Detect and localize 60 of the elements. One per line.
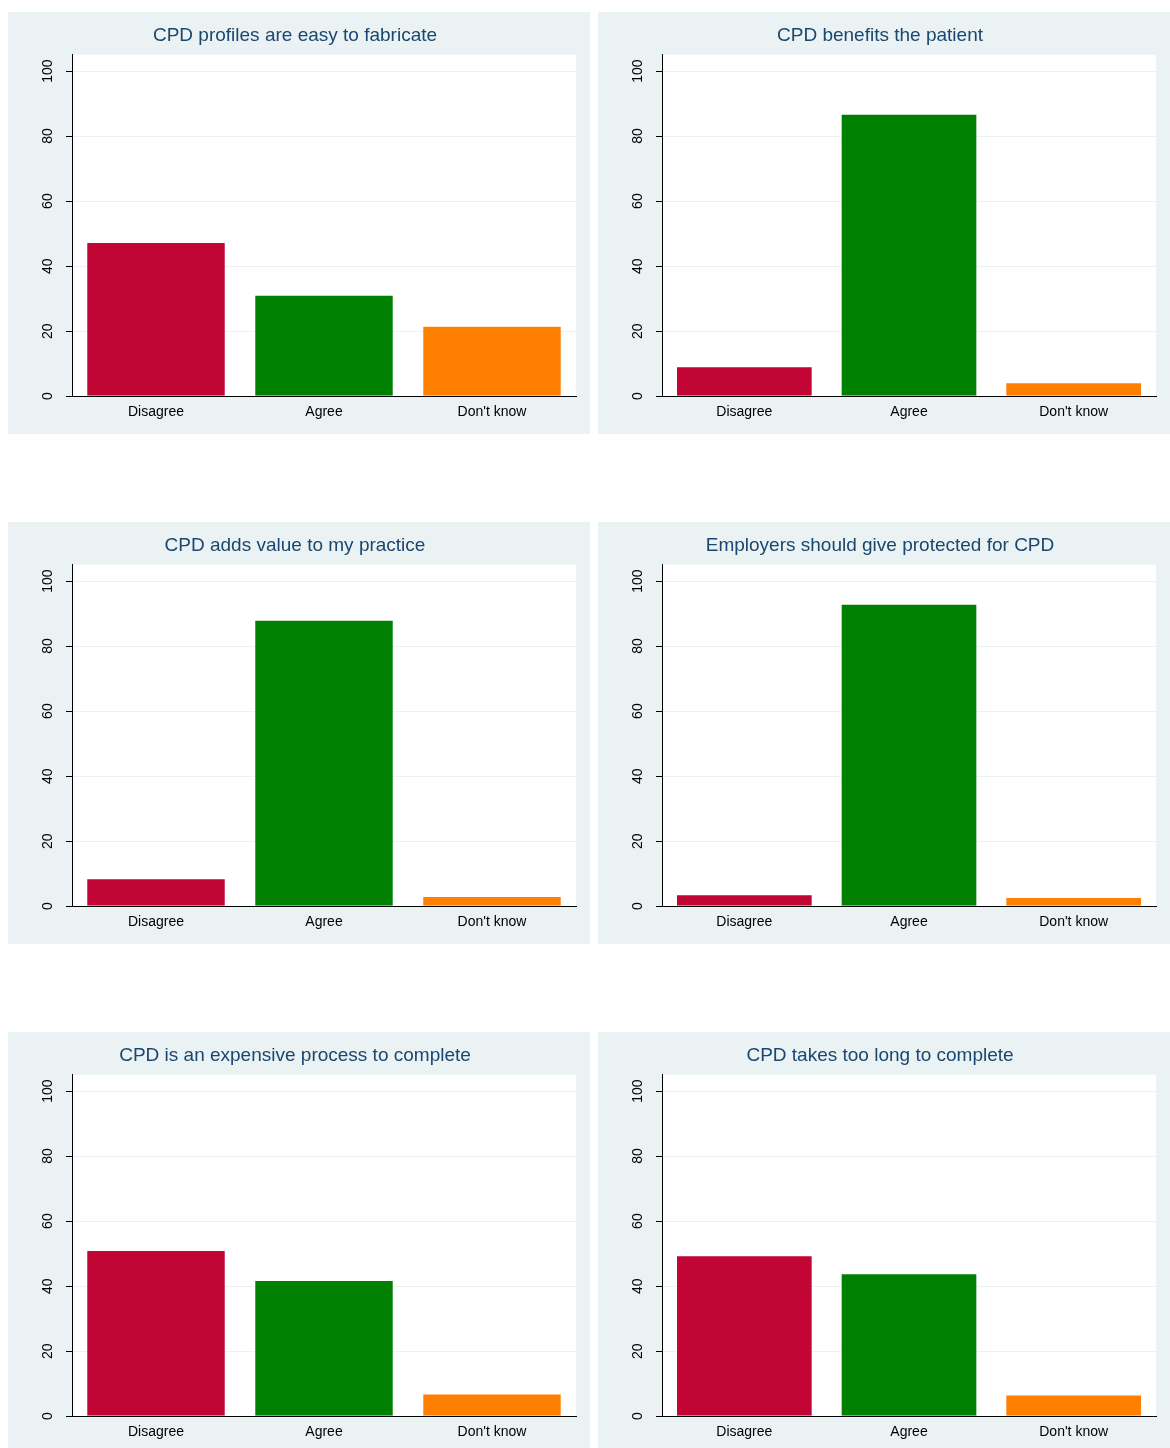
y-tick-label: 0: [628, 392, 645, 401]
x-tick-label: Agree: [890, 1423, 928, 1440]
y-tick-label: 100: [628, 59, 645, 83]
y-tick-label: 0: [38, 902, 55, 911]
y-tick-label: 60: [38, 703, 55, 719]
y-tick-label: 0: [38, 392, 55, 401]
y-tick-label: 80: [38, 1148, 55, 1164]
y-tick-label: 0: [628, 1412, 645, 1421]
x-tick-label: Don't know: [457, 913, 528, 930]
y-tick-label: 60: [38, 193, 55, 209]
x-tick-label: Don't know: [1039, 913, 1109, 930]
x-tick-label: Agree: [305, 913, 343, 930]
chart-title: CPD benefits the patient: [777, 23, 984, 45]
x-tick-label: Disagree: [127, 1423, 185, 1440]
y-tick-label: 20: [628, 323, 645, 339]
y-tick-label: 100: [38, 1079, 55, 1103]
chart-title: CPD takes too long to complete: [746, 1043, 1014, 1065]
x-tick-label: Agree: [890, 403, 928, 420]
y-tick-label: 100: [38, 59, 55, 83]
y-tick-label: 40: [38, 768, 55, 784]
y-tick-label: 40: [38, 258, 55, 274]
y-tick-label: 20: [38, 1343, 55, 1359]
x-tick-label: Disagree: [716, 1423, 773, 1440]
y-tick-label: 20: [38, 323, 55, 339]
y-tick-label: 20: [38, 833, 55, 849]
y-tick-label: 80: [628, 128, 645, 144]
y-tick-label: 80: [628, 1148, 645, 1164]
y-tick-label: 60: [38, 1213, 55, 1229]
y-tick-label: 20: [628, 833, 645, 849]
y-tick-label: 0: [628, 902, 645, 911]
y-tick-label: 40: [628, 258, 645, 274]
x-tick-label: Don't know: [457, 403, 528, 420]
y-tick-label: 60: [628, 193, 645, 209]
y-tick-label: 80: [628, 638, 645, 654]
x-tick-label: Disagree: [127, 913, 185, 930]
y-tick-label: 60: [628, 703, 645, 719]
y-tick-label: 100: [628, 569, 645, 593]
y-tick-label: 20: [628, 1343, 645, 1359]
y-tick-label: 80: [38, 638, 55, 654]
chart-title: Employers should give protected for CPD: [705, 533, 1055, 555]
x-tick-label: Don't know: [457, 1423, 528, 1440]
x-tick-label: Don't know: [1039, 403, 1109, 420]
y-tick-label: 40: [38, 1278, 55, 1294]
x-tick-label: Disagree: [716, 403, 773, 420]
y-tick-label: 40: [628, 768, 645, 784]
chart-title: CPD profiles are easy to fabricate: [152, 23, 438, 45]
y-tick-label: 100: [628, 1079, 645, 1103]
chart-title: CPD is an expensive process to complete: [119, 1043, 471, 1065]
x-tick-label: Agree: [305, 1423, 343, 1440]
x-tick-label: Disagree: [127, 403, 185, 420]
y-tick-label: 80: [38, 128, 55, 144]
y-tick-label: 0: [38, 1412, 55, 1421]
y-tick-label: 100: [38, 569, 55, 593]
x-tick-label: Agree: [890, 913, 928, 930]
x-tick-label: Disagree: [716, 913, 773, 930]
y-tick-label: 40: [628, 1278, 645, 1294]
x-tick-label: Don't know: [1039, 1423, 1109, 1440]
chart-title: CPD adds value to my practice: [164, 533, 426, 555]
y-tick-label: 60: [628, 1213, 645, 1229]
x-tick-label: Agree: [305, 403, 343, 420]
